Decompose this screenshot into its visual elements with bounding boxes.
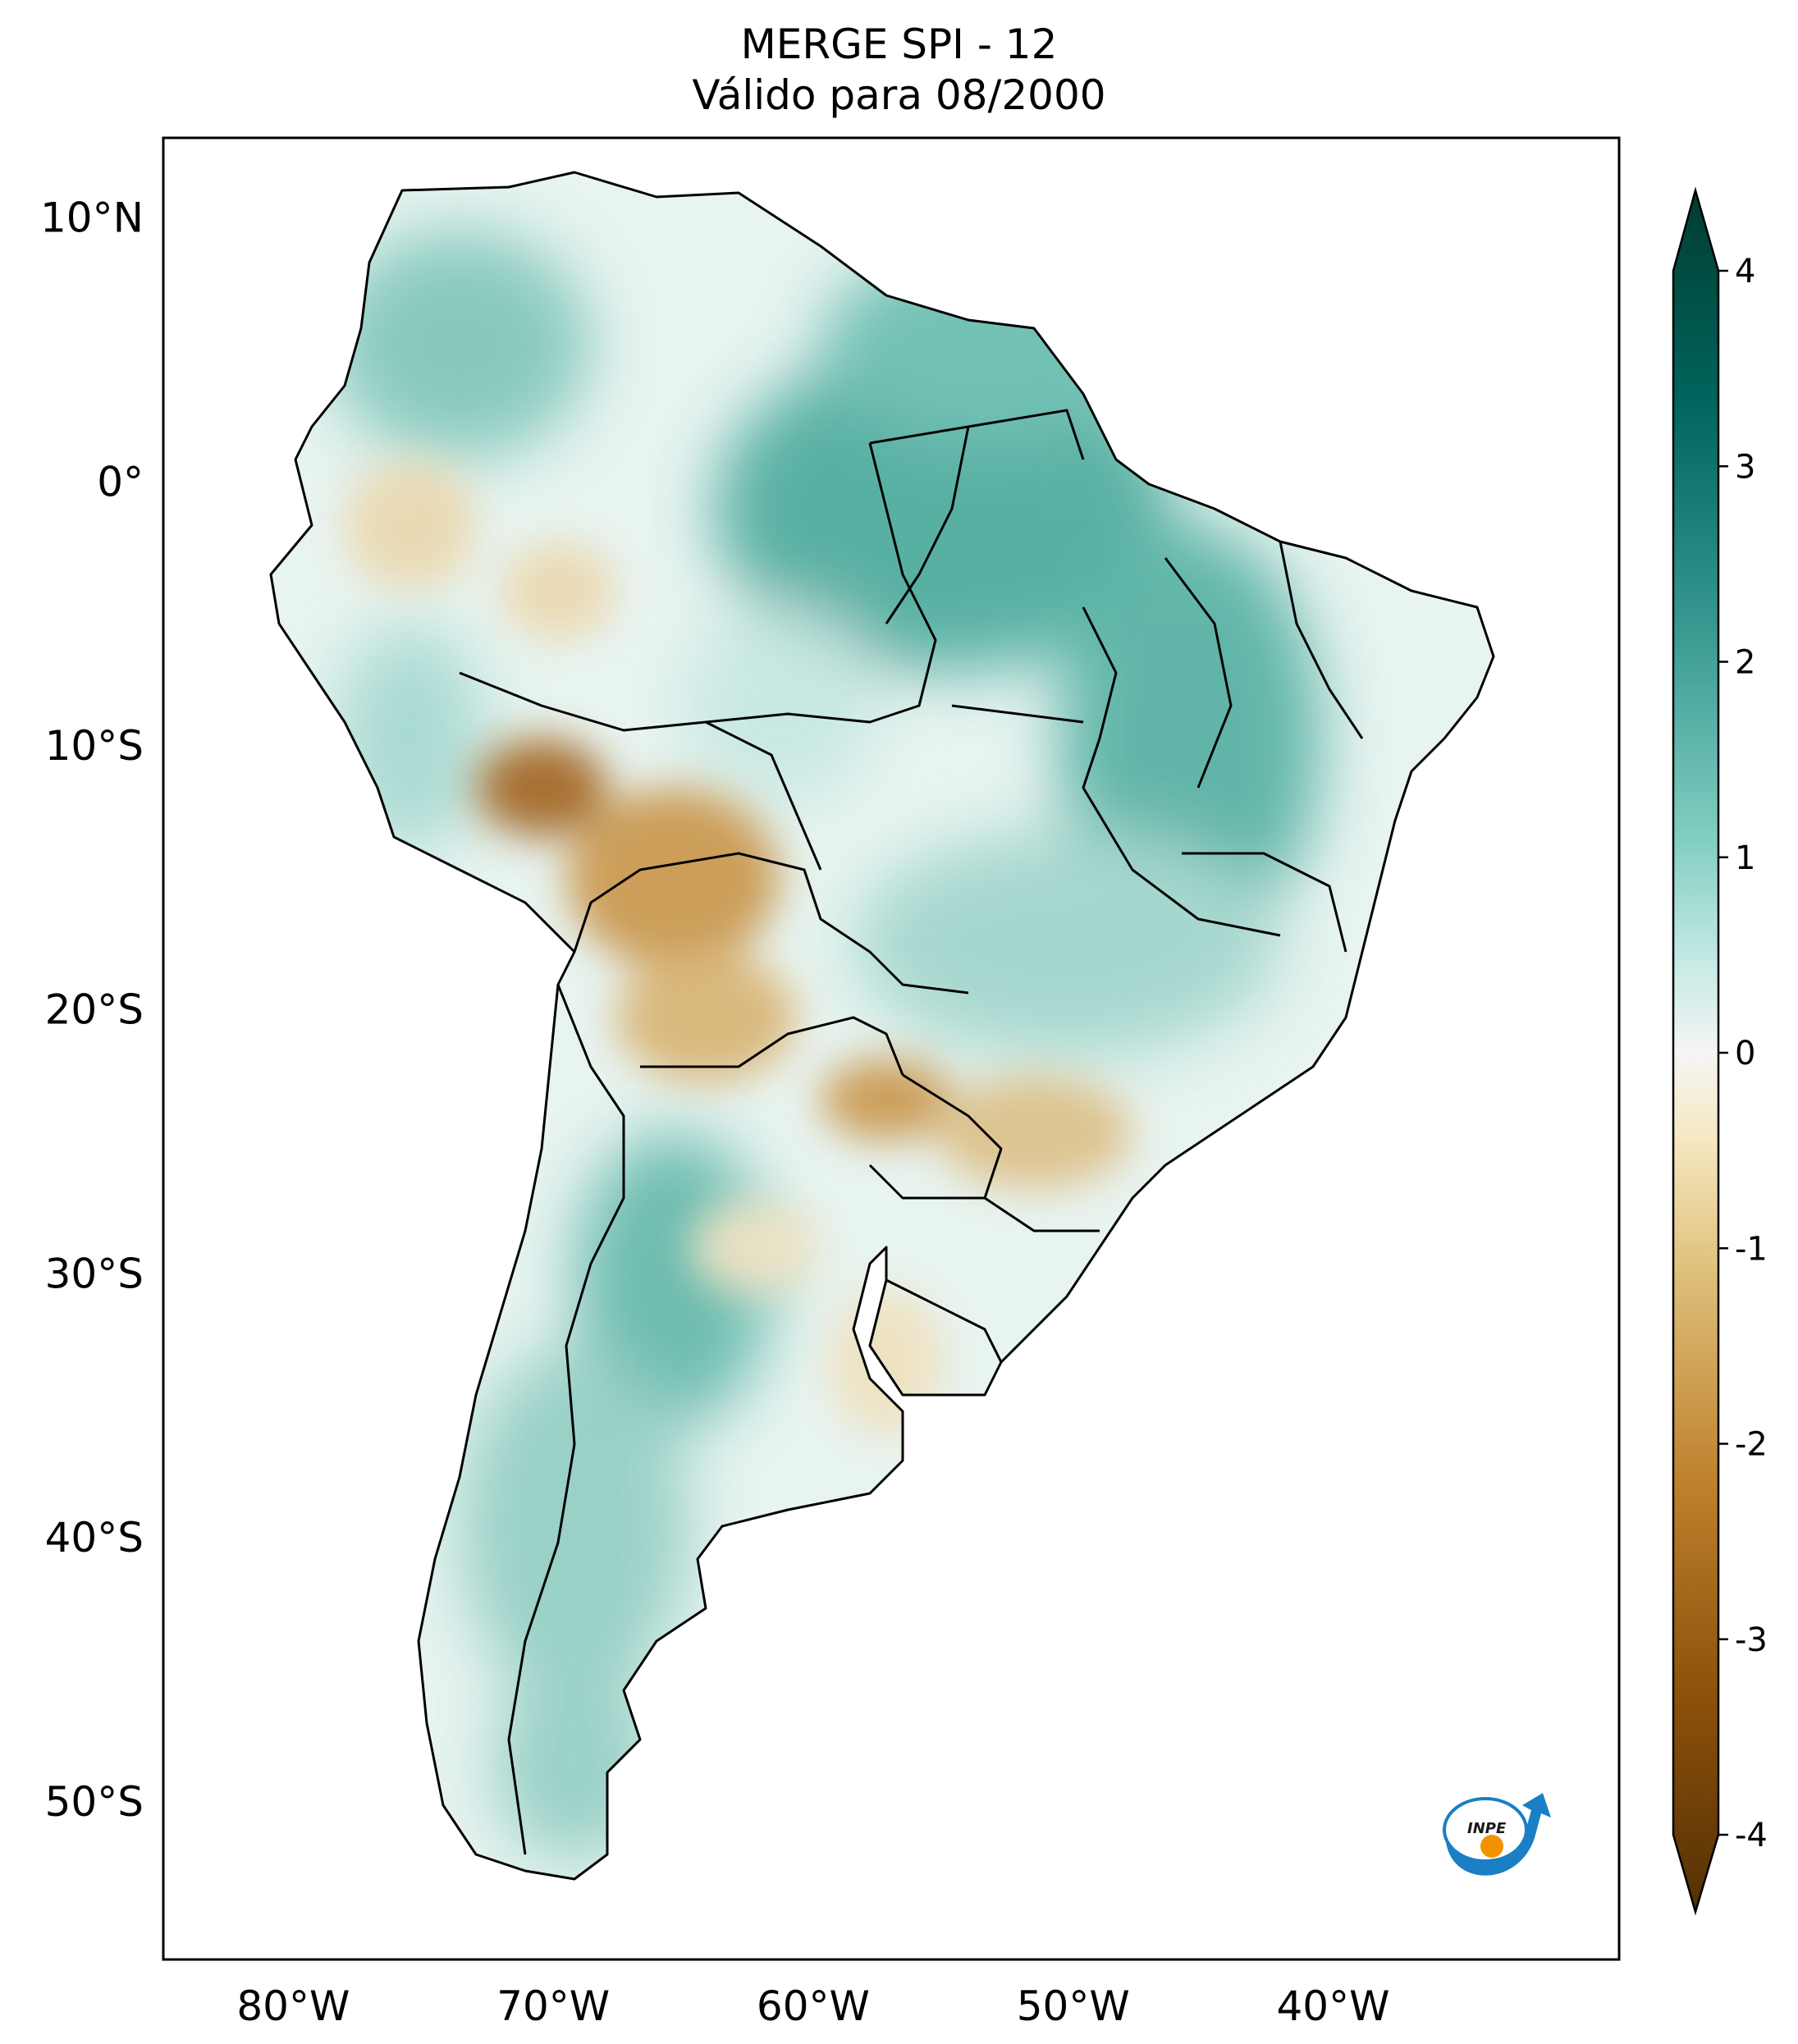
colorbar-tick-label: 3: [1735, 448, 1755, 486]
map-panel: [162, 136, 1621, 1961]
lat-tick-label: 50°S: [45, 1778, 144, 1826]
lat-tick-label: 10°N: [40, 194, 144, 242]
map-frame: [162, 136, 1621, 1961]
logo-arrow-icon: [1446, 1793, 1551, 1876]
lat-tick-label: 0°: [97, 458, 144, 505]
map-subtitle: Válido para 08/2000: [692, 71, 1106, 119]
colorbar-tick-label: 2: [1735, 644, 1755, 682]
lat-tick-label: 10°S: [45, 722, 144, 770]
colorbar-tick-label: -4: [1735, 1817, 1768, 1854]
country-borders: [269, 171, 1495, 1881]
lon-tick-label: 60°W: [757, 1982, 870, 2030]
lon-tick-label: 80°W: [236, 1982, 350, 2030]
longitude-axis: 80°W 70°W 60°W 50°W 40°W: [236, 1982, 1389, 2030]
colorbar-ticks: 4 3 2 1 0 -1 -2 -3 -4: [1718, 253, 1768, 1854]
colorbar-tick-label: -2: [1735, 1426, 1768, 1464]
lat-tick-label: 20°S: [45, 986, 144, 1034]
lon-tick-label: 70°W: [496, 1982, 610, 2030]
latitude-axis: 10°N 0° 10°S 20°S 30°S 40°S 50°S: [40, 194, 144, 1826]
colorbar: 4 3 2 1 0 -1 -2 -3 -4: [1672, 186, 1768, 1916]
logo-dot-icon: [1480, 1835, 1503, 1858]
lon-tick-label: 40°W: [1277, 1982, 1390, 2030]
logo-text: INPE: [1467, 1820, 1507, 1837]
colorbar-tick-label: 0: [1735, 1035, 1755, 1072]
colorbar-tick-label: -3: [1735, 1621, 1768, 1659]
lat-tick-label: 30°S: [45, 1250, 144, 1297]
colorbar-fill: [1673, 190, 1718, 1912]
colorbar-tick-label: -1: [1735, 1230, 1768, 1268]
map-title: MERGE SPI - 12: [740, 21, 1058, 68]
colorbar-tick-label: 4: [1735, 253, 1755, 290]
inpe-logo: INPE: [1443, 1793, 1551, 1876]
colorbar-tick-label: 1: [1735, 839, 1755, 877]
lat-tick-label: 40°S: [45, 1514, 144, 1562]
lon-tick-label: 50°W: [1017, 1982, 1130, 2030]
